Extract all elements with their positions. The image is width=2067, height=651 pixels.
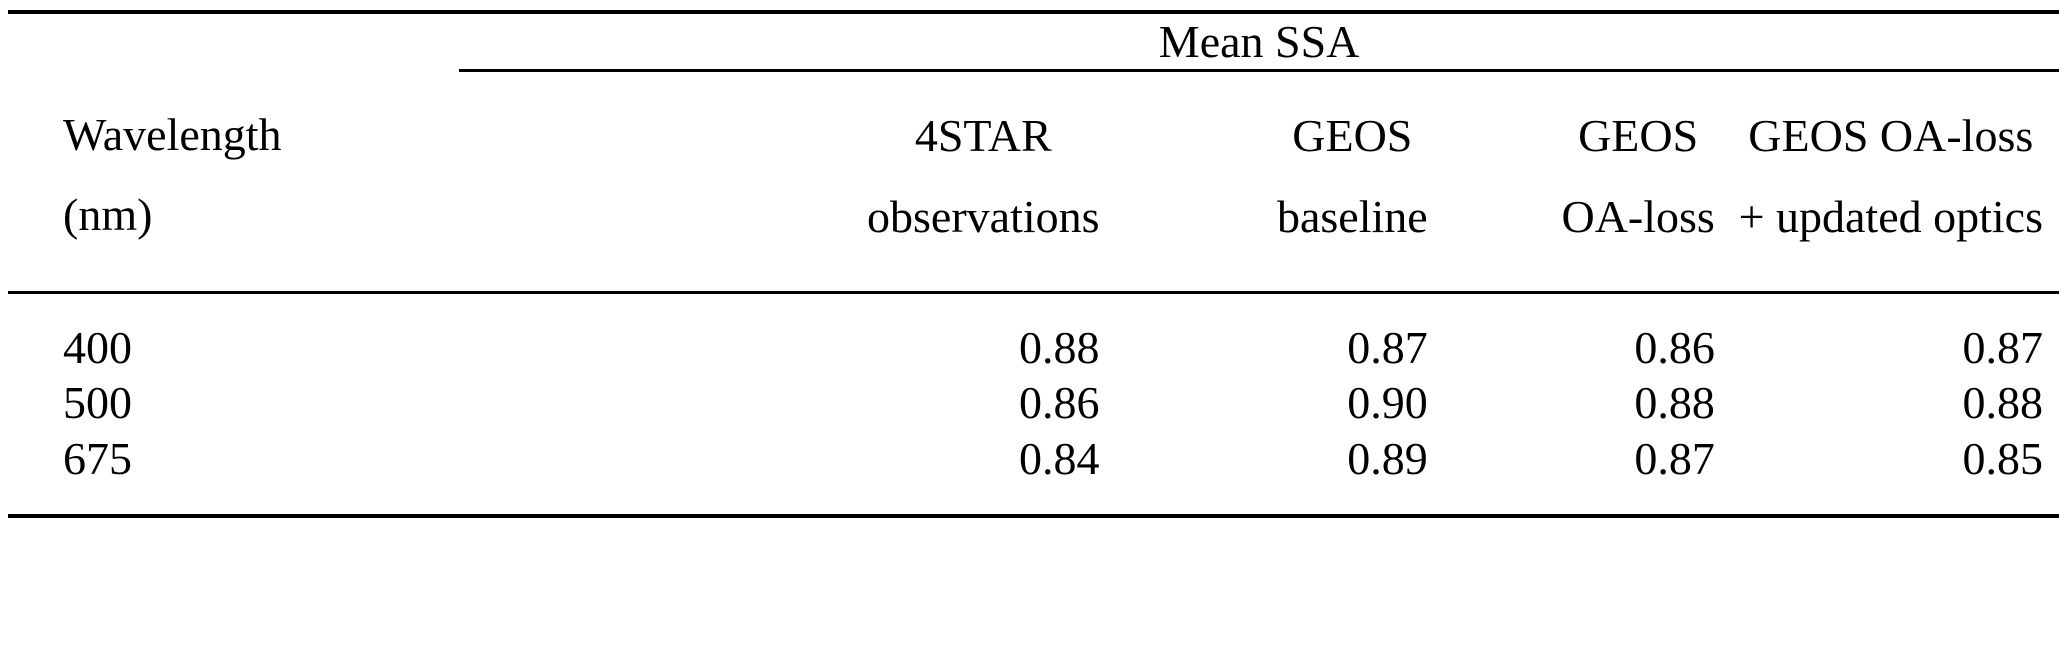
spanning-header-row: Mean SSA <box>8 12 2059 73</box>
column-header-line: OA-loss <box>1561 190 1715 242</box>
column-header-block: GEOS baseline <box>1277 96 1428 257</box>
corner-empty-cell <box>8 12 459 71</box>
column-header-geos-oa-loss: GEOS OA-loss <box>1443 70 1731 295</box>
value-cell: 0.84 <box>1019 432 1100 484</box>
value-cell: 0.87 <box>1962 322 2044 374</box>
value-cell: 0.87 <box>1634 432 1715 484</box>
value-cell: 0.89 <box>1347 432 1428 484</box>
value-cell: 0.88 <box>1962 377 2044 429</box>
value-cell: 0.90 <box>1347 377 1428 429</box>
column-header-block: GEOS OA-loss <box>1561 96 1714 257</box>
table-row: 400 0.88 0.87 0.86 0.87 <box>8 293 2059 376</box>
column-header-4star: 4STAR observations <box>459 70 1116 295</box>
column-header-line: GEOS OA-loss <box>1748 110 2034 162</box>
column-header-line: Wavelength <box>63 108 282 160</box>
value-cell: 0.88 <box>1019 322 1100 374</box>
value-cell: 0.86 <box>1019 377 1100 429</box>
mean-ssa-header: Mean SSA <box>459 12 2059 73</box>
column-header-block: GEOS OA-loss + updated optics <box>1739 96 2043 257</box>
value-cell: 0.86 <box>1634 322 1715 374</box>
column-header-line: baseline <box>1276 190 1428 242</box>
wavelength-cell: 675 <box>63 432 132 484</box>
column-header-line: 4STAR <box>914 110 1052 162</box>
value-cell: 0.88 <box>1634 377 1715 429</box>
value-cell: 0.87 <box>1347 322 1428 374</box>
column-header-block: 4STAR observations <box>867 96 1100 257</box>
table-row: 500 0.86 0.90 0.88 0.88 <box>8 375 2059 430</box>
value-cell: 0.85 <box>1962 432 2044 484</box>
wavelength-cell: 500 <box>63 377 132 429</box>
column-header-line: + updated optics <box>1738 190 2043 242</box>
column-header-geos-oa-loss-updated-optics: GEOS OA-loss + updated optics <box>1730 70 2059 295</box>
table-row: 675 0.84 0.89 0.87 0.85 <box>8 431 2059 516</box>
column-header-geos-baseline: GEOS baseline <box>1115 70 1444 295</box>
column-header-line: GEOS <box>1292 110 1413 162</box>
mean-ssa-table: Mean SSA Wavelength (nm) 4STAR observati… <box>8 10 2059 518</box>
column-header-line: GEOS <box>1578 110 1699 162</box>
column-header-line: observations <box>867 190 1100 242</box>
column-header-row: Wavelength (nm) 4STAR observations GEOS … <box>8 70 2059 295</box>
wavelength-cell: 400 <box>63 322 132 374</box>
column-header-line: (nm) <box>63 189 153 241</box>
wavelength-column-header: Wavelength (nm) <box>8 70 460 295</box>
